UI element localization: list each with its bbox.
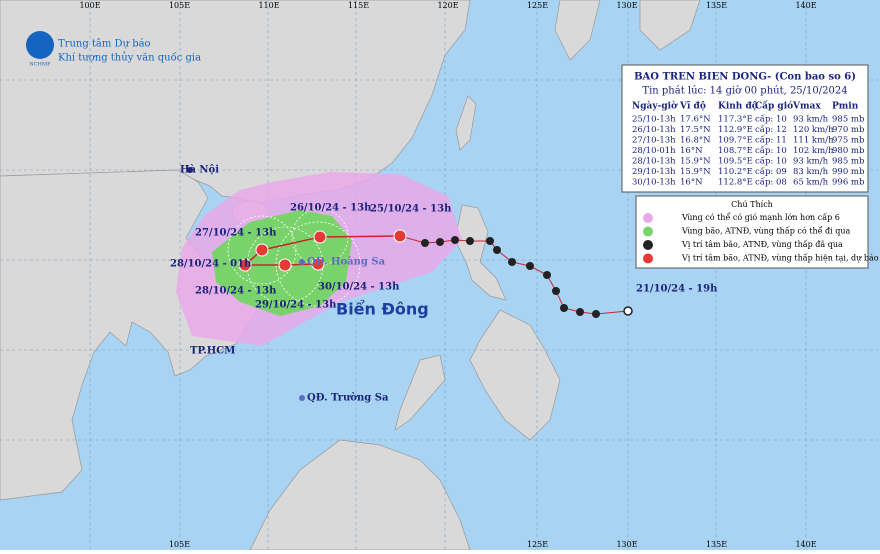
table-cell: 16.8°N <box>680 136 711 146</box>
logo-text: NCHMF <box>29 62 51 68</box>
legend-item: Vùng có thể có gió mạnh lớn hơn cấp 6 <box>681 213 840 222</box>
place-label: Hà Nội <box>180 165 219 176</box>
lon-label: 130E <box>616 1 637 10</box>
table-cell: 970 mb <box>832 125 865 135</box>
table-cell: 30/10-13h <box>632 178 676 188</box>
table-cell: 83 km/h <box>793 167 829 177</box>
table-cell: 985 mb <box>832 115 865 125</box>
place-label: TP.HCM <box>190 346 235 357</box>
table-cell: cấp: 10 <box>755 156 787 167</box>
table-cell: 110.2°E <box>718 167 753 177</box>
table-cell: 975 mb <box>832 136 865 146</box>
lon-label: 110E <box>258 1 279 10</box>
table-cell: 16°N <box>680 146 703 156</box>
legend-swatch <box>643 253 653 264</box>
table-cell: 26/10-13h <box>632 125 676 135</box>
legend-swatch <box>643 213 653 223</box>
lon-label: 105E <box>169 1 190 10</box>
lon-label: 130E <box>616 540 637 549</box>
past-positions <box>421 236 600 318</box>
table-cell: 27/10-13h <box>632 136 676 146</box>
bulletin-issued: Tin phát lúc: 14 giờ 00 phút, 25/10/2024 <box>642 86 847 97</box>
track-label: 27/10/24 - 13h <box>195 228 277 239</box>
lon-label: 140E <box>795 540 816 549</box>
column-header: Vĩ độ <box>679 101 706 112</box>
legend-item: Vị trí tâm bão, ATNĐ, vùng thấp hiện tại… <box>681 254 879 263</box>
table-cell: 17.6°N <box>680 115 711 125</box>
lon-label: 135E <box>706 540 727 549</box>
lon-label: 105E <box>169 540 190 549</box>
table-cell: 17.5°N <box>680 125 711 135</box>
table-cell: 117.3°E <box>718 115 753 125</box>
table-cell: 93 km/h <box>793 157 829 167</box>
city-dot <box>187 167 193 173</box>
table-cell: cấp: 10 <box>755 114 787 125</box>
table-cell: 28/10-01h <box>632 146 676 156</box>
track-label: 26/10/24 - 13h <box>290 203 372 214</box>
track-label: 28/10/24 - 01h <box>170 259 252 270</box>
table-cell: 29/10-13h <box>632 167 676 177</box>
table-cell: 112.9°E <box>718 125 753 135</box>
table-cell: 102 km/h <box>793 146 834 156</box>
table-cell: 980 mb <box>832 146 865 156</box>
table-cell: 111 km/h <box>793 136 834 146</box>
agency-name: Trung tâm Dự báo <box>58 39 151 50</box>
table-cell: cấp: 10 <box>755 145 787 156</box>
table-cell: 28/10-13h <box>632 157 676 167</box>
table-cell: 120 km/h <box>793 125 834 135</box>
column-header: Cấp gió <box>755 100 793 112</box>
lon-label: 140E <box>795 1 816 10</box>
table-cell: 990 mb <box>832 167 865 177</box>
bulletin-box <box>621 64 869 193</box>
table-cell: 15.9°N <box>680 167 711 177</box>
table-cell: 112.8°E <box>718 178 753 188</box>
column-header: Kinh độ <box>718 101 758 112</box>
lon-label: 125E <box>527 1 548 10</box>
sea-label: Biển Đông <box>336 300 429 319</box>
lon-label: 120E <box>437 1 458 10</box>
agency-name: Khí tượng thủy văn quốc gia <box>58 53 201 64</box>
table-cell: 65 km/h <box>793 178 829 188</box>
legend-swatch <box>643 226 653 237</box>
legend-item: Vị trí tâm bão, ATNĐ, vùng thấp đã qua <box>681 240 843 249</box>
legend-title: Chú Thích <box>731 200 773 209</box>
track-label: 30/10/24 - 13h <box>318 282 400 293</box>
bulletin-title: BAO TREN BIEN DONG- (Con bao so 6) <box>634 72 856 83</box>
track-label: 29/10/24 - 13h <box>255 300 337 311</box>
legend-item: Vùng bão, ATNĐ, vùng thấp có thể đi qua <box>681 227 851 236</box>
table-cell: cấp: 11 <box>755 135 787 146</box>
legend-box <box>635 195 869 269</box>
table-cell: 108.7°E <box>718 146 753 156</box>
table-cell: 109.7°E <box>718 136 753 146</box>
table-cell: 93 km/h <box>793 115 829 125</box>
forecast-positions <box>238 229 407 272</box>
lon-label: 135E <box>706 1 727 10</box>
lon-label: 115E <box>348 1 369 10</box>
genesis-point <box>623 306 633 316</box>
table-cell: 996 mb <box>832 178 865 188</box>
table-cell: 16°N <box>680 178 703 188</box>
table-cell: 109.5°E <box>718 157 753 167</box>
track-label: 21/10/24 - 19h <box>636 284 718 295</box>
track-label: 25/10/24 - 13h <box>370 204 452 215</box>
legend-swatch <box>643 240 653 250</box>
table-cell: cấp: 12 <box>755 124 787 135</box>
place-label: QĐ. Hoàng Sa <box>307 257 386 268</box>
column-header: Ngày-giờ <box>632 101 678 112</box>
table-cell: 25/10-13h <box>632 115 676 125</box>
island-dot <box>299 259 305 265</box>
place-label: QĐ. Trường Sa <box>307 393 389 404</box>
lon-label: 125E <box>527 540 548 549</box>
table-cell: 985 mb <box>832 157 865 167</box>
logo: NCHMF <box>26 31 54 68</box>
table-cell: 15.9°N <box>680 157 711 167</box>
column-header: Pmin <box>832 102 859 112</box>
table-cell: cấp: 08 <box>755 177 787 188</box>
track-label: 28/10/24 - 13h <box>195 286 277 297</box>
table-cell: cấp: 09 <box>755 166 787 177</box>
lon-label: 100E <box>79 1 100 10</box>
column-header: Vmax <box>792 102 821 112</box>
island-dot <box>299 395 305 401</box>
